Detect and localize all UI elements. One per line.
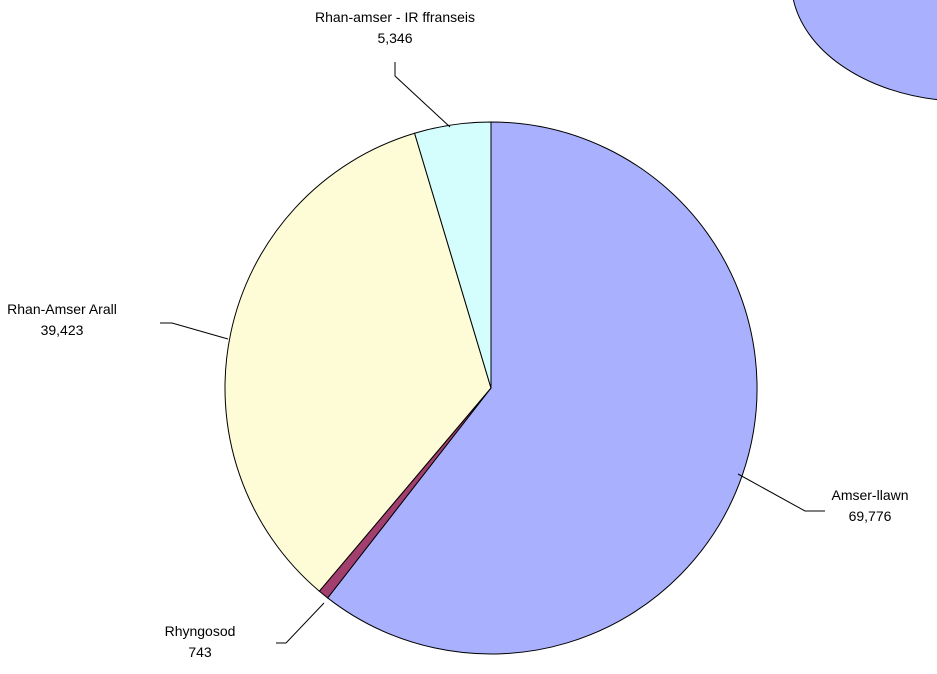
legend-fragment	[792, 0, 937, 101]
pie-slice-rhan-amser-ir-ffranseis	[414, 121, 492, 389]
slice-label-rhyngosod: Rhyngosod	[165, 623, 236, 639]
slice-value-rhan-amser-ir-ffranseis: 5,346	[377, 30, 412, 46]
slice-value-amser-llawn: 69,776	[849, 508, 892, 524]
pie-slices	[224, 121, 758, 655]
slice-value-rhan-amser-arall: 39,423	[41, 322, 84, 338]
leader-line-rhan-amser-arall	[160, 322, 229, 340]
slice-label-rhan-amser-arall: Rhan-Amser Arall	[7, 301, 117, 317]
leader-line-rhan-amser-ir-ffranseis	[394, 62, 451, 128]
leader-line-amser-llawn	[737, 473, 825, 512]
leader-line-rhyngosod	[276, 602, 325, 644]
pie-slice-rhan-amser-arall	[224, 132, 492, 592]
slice-label-rhan-amser-ir-ffranseis: Rhan-amser - IR ffranseis	[315, 9, 475, 25]
slice-label-amser-llawn: Amser-llawn	[831, 487, 908, 503]
slice-labels: Amser-llawn 69,776 Rhyngosod 743 Rhan-Amser …	[7, 9, 908, 660]
slice-value-rhyngosod: 743	[188, 644, 212, 660]
leader-lines	[160, 62, 825, 644]
pie-slice-amser-llawn	[327, 121, 758, 655]
